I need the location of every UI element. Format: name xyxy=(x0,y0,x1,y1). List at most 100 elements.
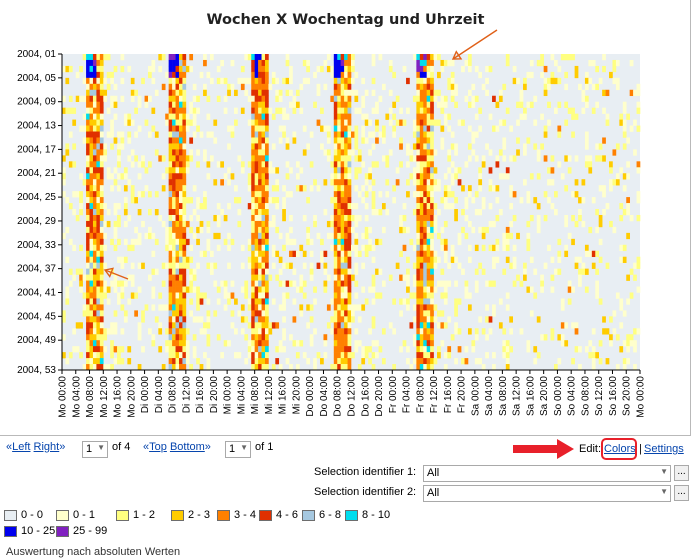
heatmap-cell xyxy=(103,244,108,252)
heatmap-cell xyxy=(285,173,290,180)
heatmap-cell xyxy=(399,346,403,353)
heatmap-cell xyxy=(351,54,355,61)
heatmap-cell xyxy=(412,304,417,311)
heatmap-cell xyxy=(419,185,424,192)
settings-link-label[interactable]: Settings xyxy=(644,443,684,455)
left-link[interactable]: Left xyxy=(12,441,31,453)
heatmap-cell xyxy=(381,280,386,287)
heatmap-cell xyxy=(326,131,331,138)
heatmap-cell xyxy=(450,250,455,258)
heatmap-cell xyxy=(120,256,125,263)
heatmap-cell xyxy=(516,137,520,144)
heatmap-cell xyxy=(412,316,417,323)
heatmap-cell xyxy=(86,262,90,269)
heatmap-cell xyxy=(636,256,641,263)
heatmap-cell xyxy=(185,119,190,126)
heatmap-cell xyxy=(213,232,218,240)
colors-link[interactable]: Colors xyxy=(604,443,636,455)
heatmap-cell xyxy=(220,209,224,216)
heatmap-cell xyxy=(161,364,166,371)
heatmap-cell xyxy=(326,220,331,228)
heatmap-cell xyxy=(258,250,262,258)
heatmap-cell xyxy=(237,352,242,359)
heatmap-cell xyxy=(447,113,452,120)
heatmap-cell xyxy=(626,346,630,353)
heatmap-cell xyxy=(199,203,204,210)
heatmap-cell xyxy=(371,209,376,216)
heatmap-cell xyxy=(92,346,97,353)
heatmap-cell xyxy=(351,304,355,311)
heatmap-cell xyxy=(99,286,104,293)
heatmap-cell xyxy=(178,244,183,252)
x-tick-label: Mi 04:00 xyxy=(236,376,247,415)
heatmap-cell xyxy=(151,268,156,275)
heatmap-cell xyxy=(62,155,66,162)
heatmap-cell xyxy=(361,131,366,138)
heatmap-cell xyxy=(168,352,173,359)
heatmap-cell xyxy=(564,119,569,126)
heatmap-cell xyxy=(633,274,637,281)
heatmap-cell xyxy=(602,65,606,73)
heatmap-cell xyxy=(629,340,634,347)
colors-link-label[interactable]: Colors xyxy=(604,443,636,455)
column-page-select[interactable]: 1 ▼ xyxy=(82,441,108,458)
heatmap-cell xyxy=(553,77,558,85)
heatmap-cell xyxy=(375,238,379,246)
heatmap-cell xyxy=(416,83,421,91)
heatmap-cell xyxy=(536,173,541,180)
heatmap-cell xyxy=(175,101,180,108)
heatmap-cell xyxy=(254,54,259,61)
heatmap-cell xyxy=(368,346,372,353)
heatmap-cell xyxy=(543,89,548,97)
heatmap-cell xyxy=(464,214,469,222)
heatmap-cell xyxy=(557,250,562,258)
heatmap-cell xyxy=(333,346,338,353)
heatmap-cell xyxy=(240,316,245,323)
heatmap-cell xyxy=(351,226,355,234)
heatmap-cell xyxy=(261,334,266,341)
heatmap-cell xyxy=(619,322,624,329)
heatmap-cell xyxy=(447,262,452,269)
heatmap-cell xyxy=(443,185,448,192)
heatmap-cell xyxy=(161,185,166,192)
heatmap-cell xyxy=(512,280,517,287)
selection-2-select[interactable]: All ▼ xyxy=(423,485,671,502)
heatmap-cell xyxy=(509,155,513,162)
row-page-select[interactable]: 1 ▼ xyxy=(225,441,251,458)
selection-2-more-button[interactable]: ... xyxy=(674,485,689,501)
settings-link[interactable]: Settings xyxy=(644,443,684,455)
heatmap-cell xyxy=(234,328,238,335)
heatmap-cell xyxy=(244,358,249,365)
heatmap-cell xyxy=(168,77,173,85)
selection-1-more-button[interactable]: ... xyxy=(674,465,689,481)
heatmap-cell xyxy=(419,191,424,198)
heatmap-cell xyxy=(134,107,138,114)
heatmap-cell xyxy=(533,346,538,353)
right-link[interactable]: Right xyxy=(33,441,60,453)
heatmap-cell xyxy=(426,364,431,371)
heatmap-cell xyxy=(282,197,286,204)
heatmap-cell xyxy=(203,250,207,258)
heatmap-cell xyxy=(399,137,403,144)
heatmap-cell xyxy=(419,167,424,174)
heatmap-cell xyxy=(361,113,366,120)
selection-1-label: Selection identifier 1: xyxy=(314,466,417,478)
x-tick-label: Di 12:00 xyxy=(181,376,192,414)
heatmap-cell xyxy=(467,89,472,97)
heatmap-cell xyxy=(258,125,262,132)
selection-1-select[interactable]: All ▼ xyxy=(423,465,671,482)
heatmap-cell xyxy=(557,268,562,275)
heatmap-cell xyxy=(92,161,97,168)
heatmap-cell xyxy=(351,131,355,138)
heatmap-cell xyxy=(333,101,338,108)
heatmap-cell xyxy=(240,244,245,252)
top-link[interactable]: Top xyxy=(149,441,167,453)
heatmap-cell xyxy=(158,304,163,311)
bottom-link[interactable]: Bottom xyxy=(169,441,205,453)
heatmap-cell xyxy=(258,280,262,287)
heatmap-cell xyxy=(488,244,493,252)
heatmap-cell xyxy=(261,119,266,126)
heatmap-cell xyxy=(344,232,348,240)
heatmap-cell xyxy=(340,107,345,114)
heatmap-cell xyxy=(598,143,603,150)
